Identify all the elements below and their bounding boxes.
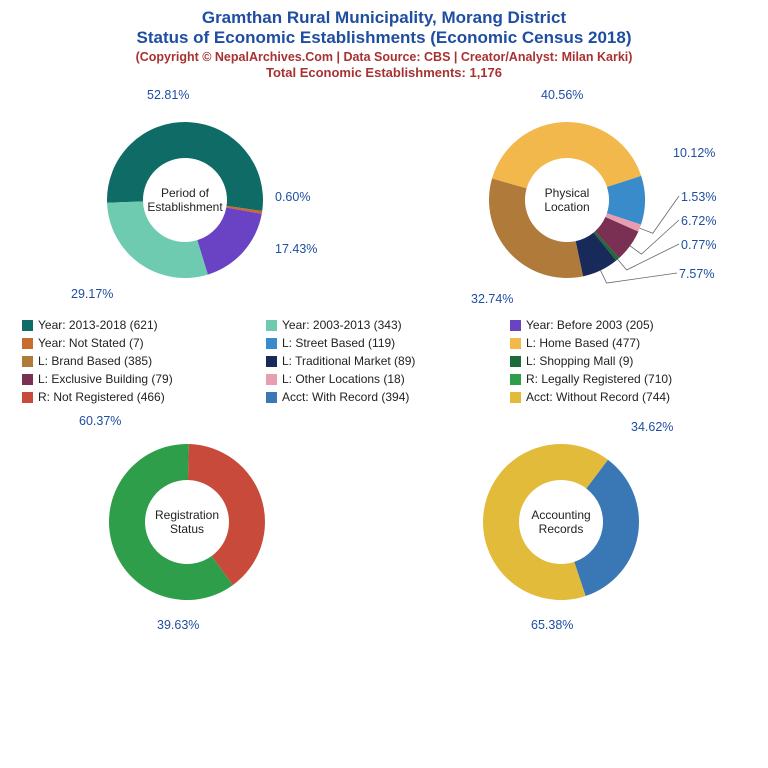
pct-label: 6.72%	[681, 214, 716, 228]
legend-swatch	[510, 338, 521, 349]
legend-item: Year: 2003-2013 (343)	[266, 318, 502, 332]
legend-item: L: Exclusive Building (79)	[22, 372, 258, 386]
legend-text: L: Home Based (477)	[526, 336, 640, 350]
pct-label: 29.17%	[71, 287, 113, 301]
legend-item: R: Not Registered (466)	[22, 390, 258, 404]
legend-text: Year: Not Stated (7)	[38, 336, 144, 350]
donut-period: Period ofEstablishment 52.81% 0.60% 17.43% 2…	[17, 82, 377, 312]
legend-item: Year: Not Stated (7)	[22, 336, 258, 350]
total-line: Total Economic Establishments: 1,176	[10, 65, 758, 80]
legend-item: Acct: Without Record (744)	[510, 390, 746, 404]
legend-swatch	[510, 320, 521, 331]
legend-item: Acct: With Record (394)	[266, 390, 502, 404]
legend-text: L: Traditional Market (89)	[282, 354, 415, 368]
legend-text: Year: Before 2003 (205)	[526, 318, 654, 332]
legend-swatch	[22, 356, 33, 367]
legend-text: Year: 2003-2013 (343)	[282, 318, 402, 332]
donut-slice	[197, 207, 261, 274]
legend-item: L: Brand Based (385)	[22, 354, 258, 368]
copyright-line: (Copyright © NepalArchives.Com | Data So…	[10, 50, 758, 64]
legend-item: Year: 2013-2018 (621)	[22, 318, 258, 332]
pct-label: 32.74%	[471, 292, 513, 306]
legend-swatch	[22, 320, 33, 331]
legend-text: Year: 2013-2018 (621)	[38, 318, 158, 332]
legend: Year: 2013-2018 (621) Year: 2003-2013 (34…	[0, 312, 768, 408]
donut-center-label: AccountingRecords	[511, 508, 611, 537]
legend-text: R: Not Registered (466)	[38, 390, 165, 404]
charts-row-1: Period ofEstablishment 52.81% 0.60% 17.43% 2…	[0, 82, 768, 312]
legend-item: L: Traditional Market (89)	[266, 354, 502, 368]
pct-label: 17.43%	[275, 242, 317, 256]
legend-text: Acct: Without Record (744)	[526, 390, 670, 404]
leader-line	[640, 196, 679, 233]
legend-text: R: Legally Registered (710)	[526, 372, 672, 386]
legend-item: L: Street Based (119)	[266, 336, 502, 350]
charts-row-2: RegistrationStatus 60.37% 39.63% Accountin…	[0, 408, 768, 638]
pct-label: 34.62%	[631, 420, 673, 434]
legend-swatch	[22, 374, 33, 385]
legend-item: L: Other Locations (18)	[266, 372, 502, 386]
pct-label: 52.81%	[147, 88, 189, 102]
donut-center-label: Period ofEstablishment	[135, 186, 235, 215]
legend-text: L: Street Based (119)	[282, 336, 395, 350]
donut-center-label: RegistrationStatus	[137, 508, 237, 537]
donut-accounting: AccountingRecords 34.62% 65.38%	[391, 408, 751, 638]
legend-swatch	[266, 338, 277, 349]
pct-label: 40.56%	[541, 88, 583, 102]
title-line2: Status of Economic Establishments (Econo…	[10, 28, 758, 48]
legend-swatch	[266, 356, 277, 367]
legend-text: L: Brand Based (385)	[38, 354, 152, 368]
legend-swatch	[510, 374, 521, 385]
legend-text: Acct: With Record (394)	[282, 390, 409, 404]
legend-swatch	[266, 392, 277, 403]
pct-label: 1.53%	[681, 190, 716, 204]
leader-line	[601, 270, 677, 283]
legend-swatch	[22, 338, 33, 349]
donut-registration: RegistrationStatus 60.37% 39.63%	[17, 408, 377, 638]
donut-slice	[492, 122, 641, 188]
pct-label: 7.57%	[679, 267, 714, 281]
legend-text: L: Other Locations (18)	[282, 372, 405, 386]
title-line1: Gramthan Rural Municipality, Morang Dist…	[10, 8, 758, 28]
legend-item: Year: Before 2003 (205)	[510, 318, 746, 332]
pct-label: 39.63%	[157, 618, 199, 632]
legend-swatch	[266, 320, 277, 331]
legend-item: L: Shopping Mall (9)	[510, 354, 746, 368]
legend-item: R: Legally Registered (710)	[510, 372, 746, 386]
pct-label: 0.60%	[275, 190, 310, 204]
pct-label: 0.77%	[681, 238, 716, 252]
donut-center-label: PhysicalLocation	[517, 186, 617, 215]
legend-swatch	[510, 356, 521, 367]
legend-swatch	[22, 392, 33, 403]
donut-location: PhysicalLocation 40.56% 10.12% 1.53% 6.72% 0.…	[391, 82, 751, 312]
pct-label: 65.38%	[531, 618, 573, 632]
pct-label: 10.12%	[673, 146, 715, 160]
legend-swatch	[266, 374, 277, 385]
header: Gramthan Rural Municipality, Morang Dist…	[0, 0, 768, 82]
legend-swatch	[510, 392, 521, 403]
legend-text: L: Shopping Mall (9)	[526, 354, 633, 368]
legend-item: L: Home Based (477)	[510, 336, 746, 350]
legend-text: L: Exclusive Building (79)	[38, 372, 173, 386]
pct-label: 60.37%	[79, 414, 121, 428]
